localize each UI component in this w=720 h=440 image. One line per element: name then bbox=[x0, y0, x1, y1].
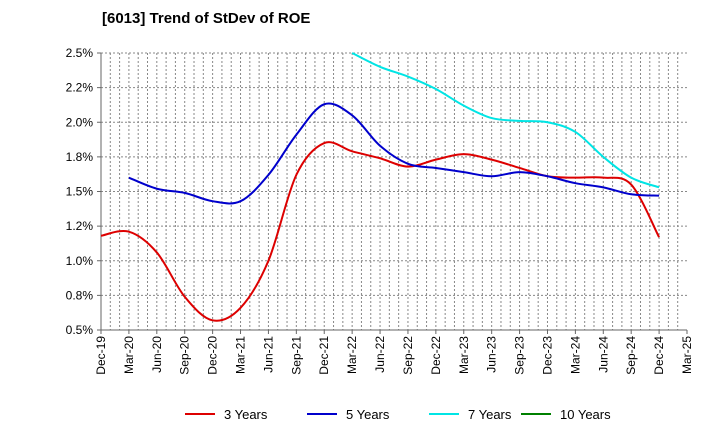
legend-label-3-years: 3 Years bbox=[224, 407, 268, 422]
series-lines bbox=[100, 52, 660, 322]
x-tick-label: Jun-21 bbox=[261, 336, 275, 373]
x-tick-label: Jun-24 bbox=[596, 336, 610, 373]
y-tick-label: 2.2% bbox=[66, 81, 94, 95]
y-tick-label: 1.0% bbox=[66, 254, 94, 268]
y-tick-label: 2.0% bbox=[66, 115, 94, 129]
x-tick-label: Mar-24 bbox=[568, 336, 582, 374]
legend: 3 Years 5 Years 7 Years 10 Years bbox=[185, 407, 611, 422]
x-tick-label: Mar-25 bbox=[680, 336, 694, 374]
x-tick-label: Dec-24 bbox=[652, 336, 666, 375]
x-tick-label: Dec-20 bbox=[206, 336, 220, 375]
x-tick-label: Sep-20 bbox=[178, 336, 192, 375]
x-tick-label: Mar-23 bbox=[457, 336, 471, 374]
y-tick-label: 1.5% bbox=[66, 185, 94, 199]
x-tick-label: Jun-20 bbox=[150, 336, 164, 373]
x-tick-label: Jun-22 bbox=[373, 336, 387, 373]
x-tick-label: Mar-20 bbox=[122, 336, 136, 374]
y-tick-label: 2.5% bbox=[66, 46, 94, 60]
grid bbox=[101, 52, 687, 330]
y-tick-label: 1.2% bbox=[66, 219, 94, 233]
x-tick-label: Dec-21 bbox=[317, 336, 331, 375]
legend-label-5-years: 5 Years bbox=[346, 407, 390, 422]
legend-label-10-years: 10 Years bbox=[560, 407, 611, 422]
x-tick-label: Dec-19 bbox=[94, 336, 108, 375]
x-tick-label: Sep-24 bbox=[624, 336, 638, 375]
x-tick-label: Mar-21 bbox=[234, 336, 248, 374]
x-tick-label: Sep-22 bbox=[401, 336, 415, 375]
x-tick-label: Mar-22 bbox=[345, 336, 359, 374]
x-tick-label: Sep-21 bbox=[289, 336, 303, 375]
series-line-3-years bbox=[100, 141, 660, 322]
x-tick-label: Jun-23 bbox=[485, 336, 499, 373]
series-line-7-years bbox=[351, 52, 660, 189]
y-tick-label: 1.8% bbox=[66, 150, 94, 164]
axes: 0.5% 0.8% 1.0% 1.2% 1.5% 1.8% 2.0% 2.2% 2.5% Dec-… bbox=[66, 46, 694, 375]
x-tick-label: Sep-23 bbox=[513, 336, 527, 375]
x-tick-label: Dec-22 bbox=[429, 336, 443, 375]
y-tick-label: 0.8% bbox=[66, 288, 94, 302]
legend-label-7-years: 7 Years bbox=[468, 407, 512, 422]
y-tick-label: 0.5% bbox=[66, 323, 94, 337]
chart-title: [6013] Trend of StDev of ROE bbox=[102, 10, 311, 27]
series-line-5-years bbox=[128, 102, 660, 205]
x-tick-label: Dec-23 bbox=[540, 336, 554, 375]
